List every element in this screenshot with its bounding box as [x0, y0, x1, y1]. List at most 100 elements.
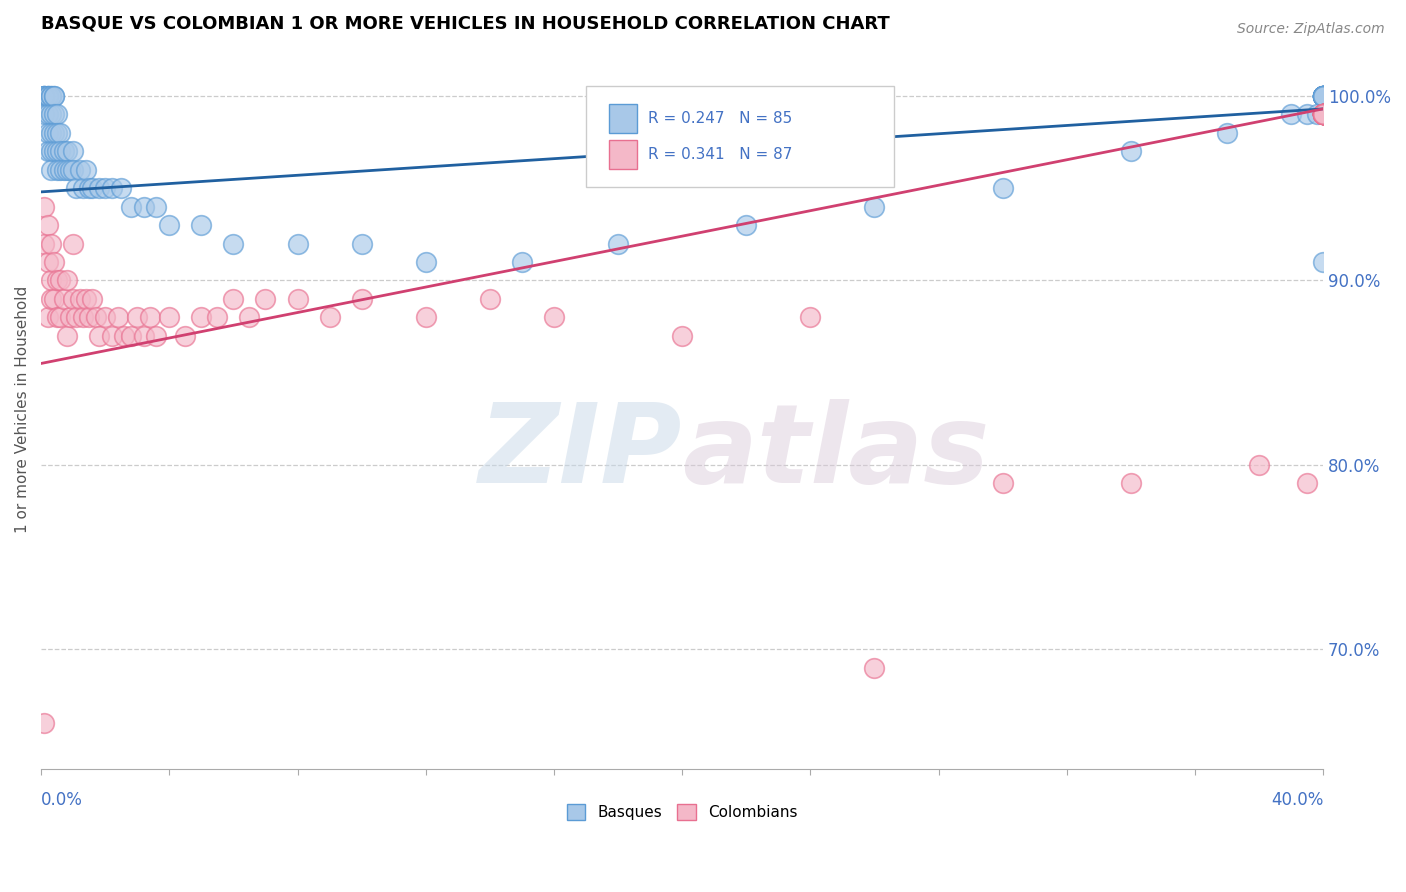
Point — [863, 200, 886, 214]
Point — [37, 126, 59, 140]
Point — [62, 162, 84, 177]
Point — [62, 236, 84, 251]
Point — [1312, 89, 1334, 103]
Point — [1247, 458, 1270, 472]
Text: Source: ZipAtlas.com: Source: ZipAtlas.com — [1237, 22, 1385, 37]
Point — [1119, 476, 1142, 491]
Point — [222, 236, 245, 251]
Point — [34, 107, 56, 121]
Point — [94, 181, 117, 195]
Point — [39, 89, 62, 103]
Point — [287, 236, 309, 251]
Text: R = 0.247   N = 85: R = 0.247 N = 85 — [648, 111, 792, 126]
Point — [55, 273, 77, 287]
FancyBboxPatch shape — [586, 86, 894, 186]
Point — [1312, 107, 1334, 121]
Point — [42, 255, 65, 269]
Point — [34, 89, 56, 103]
Point — [42, 292, 65, 306]
Point — [1312, 107, 1334, 121]
Point — [84, 310, 107, 325]
Point — [1312, 89, 1334, 103]
Point — [174, 328, 197, 343]
Point — [49, 162, 72, 177]
Point — [350, 292, 373, 306]
Point — [607, 236, 630, 251]
Point — [132, 328, 155, 343]
Point — [75, 292, 97, 306]
Point — [1312, 107, 1334, 121]
Point — [39, 236, 62, 251]
Point — [34, 236, 56, 251]
Point — [39, 145, 62, 159]
Point — [69, 162, 91, 177]
Point — [72, 310, 94, 325]
Point — [42, 126, 65, 140]
Point — [1312, 107, 1334, 121]
Point — [190, 218, 212, 232]
Text: atlas: atlas — [682, 400, 990, 507]
Point — [145, 200, 167, 214]
Point — [62, 145, 84, 159]
Point — [139, 310, 162, 325]
Point — [42, 89, 65, 103]
Point — [510, 255, 533, 269]
Point — [127, 310, 149, 325]
Point — [1312, 107, 1334, 121]
Point — [46, 145, 69, 159]
Point — [46, 310, 69, 325]
Point — [1312, 89, 1334, 103]
Point — [1312, 89, 1334, 103]
Point — [114, 328, 136, 343]
Point — [77, 181, 100, 195]
Legend: Basques, Colombians: Basques, Colombians — [561, 798, 804, 826]
Point — [52, 145, 75, 159]
Point — [42, 89, 65, 103]
Point — [1306, 107, 1329, 121]
Point — [52, 162, 75, 177]
Point — [157, 218, 180, 232]
Point — [1312, 89, 1334, 103]
Point — [37, 89, 59, 103]
Point — [39, 107, 62, 121]
Point — [37, 107, 59, 121]
Point — [82, 292, 104, 306]
Point — [1312, 107, 1334, 121]
Point — [799, 310, 821, 325]
Point — [1312, 89, 1334, 103]
Point — [39, 162, 62, 177]
Point — [46, 273, 69, 287]
Point — [1312, 107, 1334, 121]
Point — [1312, 89, 1334, 103]
Point — [34, 200, 56, 214]
Point — [1312, 107, 1334, 121]
Point — [37, 218, 59, 232]
Point — [1312, 107, 1334, 121]
Point — [1312, 107, 1334, 121]
Point — [350, 236, 373, 251]
Point — [1312, 89, 1334, 103]
Point — [100, 181, 122, 195]
Point — [1312, 107, 1334, 121]
Point — [543, 310, 565, 325]
Point — [37, 145, 59, 159]
Point — [110, 181, 132, 195]
Point — [37, 89, 59, 103]
Point — [1312, 107, 1334, 121]
Point — [1312, 89, 1334, 103]
Point — [34, 89, 56, 103]
Point — [287, 292, 309, 306]
Point — [34, 89, 56, 103]
Point — [1312, 89, 1334, 103]
Point — [87, 181, 110, 195]
Text: BASQUE VS COLOMBIAN 1 OR MORE VEHICLES IN HOUSEHOLD CORRELATION CHART: BASQUE VS COLOMBIAN 1 OR MORE VEHICLES I… — [41, 15, 890, 33]
Point — [120, 328, 142, 343]
Point — [991, 181, 1014, 195]
Point — [207, 310, 229, 325]
Point — [1312, 107, 1334, 121]
Point — [49, 126, 72, 140]
Text: 0.0%: 0.0% — [41, 791, 83, 809]
Point — [478, 292, 501, 306]
Point — [157, 310, 180, 325]
Point — [1119, 145, 1142, 159]
